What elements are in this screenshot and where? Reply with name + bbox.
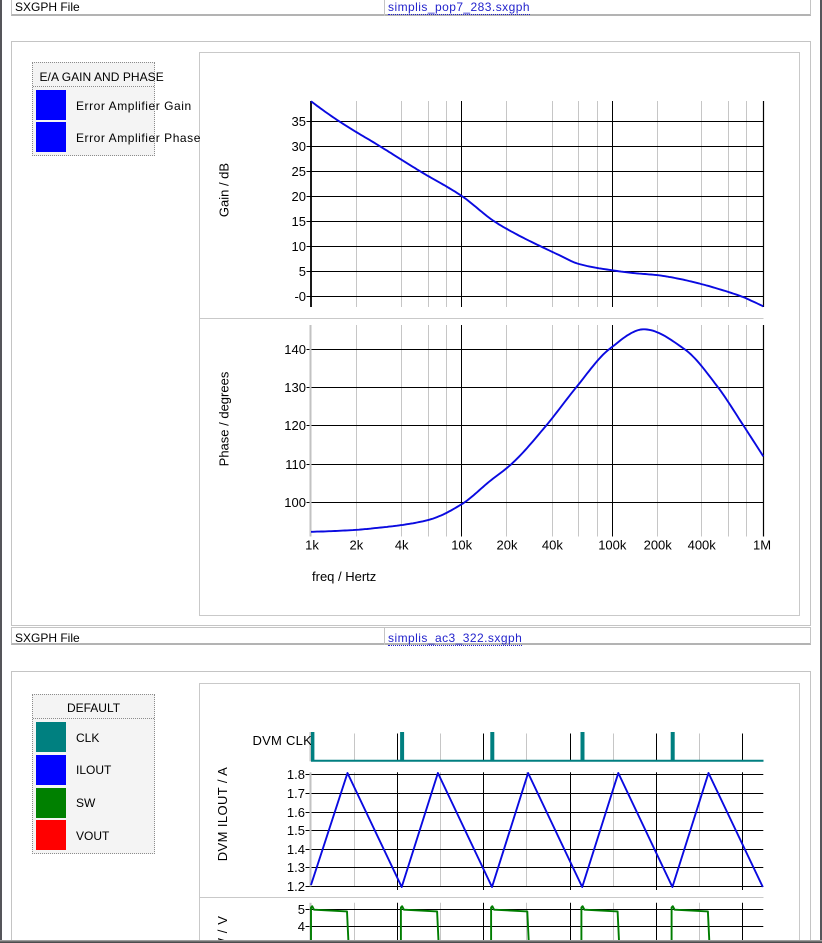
svg-text:1.4: 1.4: [287, 842, 305, 857]
svg-text:Gain / dB: Gain / dB: [217, 163, 232, 217]
svg-text:120: 120: [284, 418, 306, 433]
svg-text:15: 15: [292, 214, 306, 229]
svg-text:10: 10: [292, 239, 306, 254]
svg-text:140: 140: [284, 342, 306, 357]
svg-text:25: 25: [292, 164, 306, 179]
svg-text:5: 5: [299, 264, 306, 279]
svg-text:2k: 2k: [350, 538, 364, 553]
svg-text:110: 110: [285, 457, 306, 472]
svg-text:freq / Hertz: freq / Hertz: [312, 569, 376, 584]
svg-text:1k: 1k: [305, 538, 319, 553]
svg-text:DVM CLK: DVM CLK: [252, 733, 312, 748]
svg-text:30: 30: [292, 139, 306, 154]
svg-text:200k: 200k: [644, 538, 673, 553]
svg-text:1.8: 1.8: [287, 767, 305, 782]
svg-text:100k: 100k: [598, 538, 627, 553]
svg-text:DVM SW / V: DVM SW / V: [215, 916, 230, 943]
svg-text:35: 35: [292, 114, 306, 129]
svg-text:DVM ILOUT / A: DVM ILOUT / A: [215, 767, 230, 862]
svg-text:4k: 4k: [395, 538, 409, 553]
svg-text:1.2: 1.2: [287, 879, 305, 894]
svg-text:Phase / degrees: Phase / degrees: [217, 371, 232, 466]
svg-text:1.6: 1.6: [287, 805, 305, 820]
svg-text:10k: 10k: [451, 538, 472, 553]
svg-text:40k: 40k: [542, 538, 563, 553]
svg-text:400k: 400k: [688, 538, 717, 553]
svg-text:-0: -0: [294, 289, 306, 304]
svg-text:4: 4: [298, 919, 305, 934]
svg-text:1M: 1M: [753, 538, 771, 553]
svg-text:1.5: 1.5: [287, 823, 305, 838]
svg-text:130: 130: [284, 380, 306, 395]
svg-text:1.7: 1.7: [287, 786, 305, 801]
svg-text:5: 5: [298, 902, 305, 917]
svg-text:20: 20: [292, 189, 306, 204]
svg-text:1.3: 1.3: [287, 860, 305, 875]
svg-text:100: 100: [284, 495, 306, 510]
svg-text:20k: 20k: [497, 538, 518, 553]
